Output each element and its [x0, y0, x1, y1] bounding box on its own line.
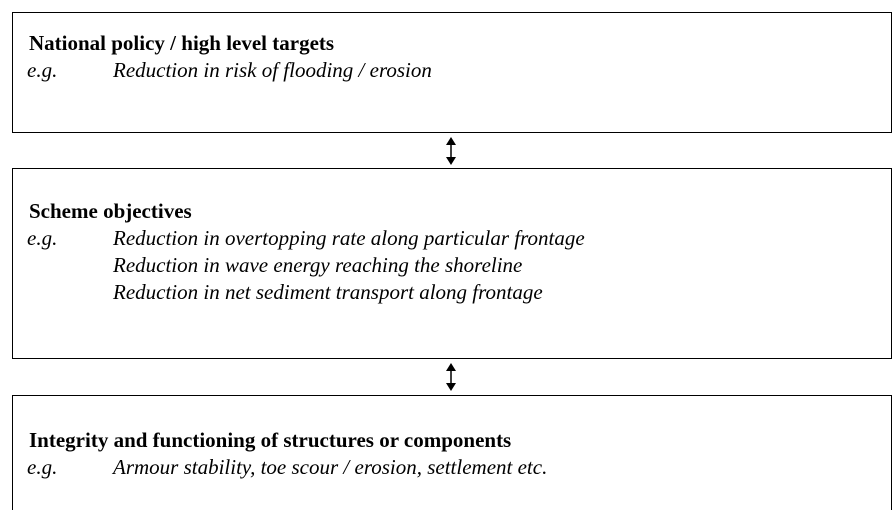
example-item: Armour stability, toe scour / erosion, s… — [113, 455, 548, 479]
box-title: Scheme objectives — [29, 199, 192, 223]
example-item: Reduction in risk of flooding / erosion — [113, 58, 432, 82]
example-prefix: e.g. — [27, 455, 58, 479]
example-prefix: e.g. — [27, 226, 58, 250]
double-arrow — [446, 363, 456, 391]
example-prefix: e.g. — [27, 58, 58, 82]
example-item: Reduction in overtopping rate along part… — [113, 226, 585, 250]
box-scheme: Scheme objectives e.g. Reduction in over… — [12, 168, 892, 359]
box-title: National policy / high level targets — [29, 31, 335, 55]
box-title: Integrity and functioning of structures … — [29, 428, 512, 452]
box-policy: National policy / high level targets e.g… — [12, 12, 892, 133]
example-item: Reduction in net sediment transport alon… — [113, 280, 543, 304]
box-integrity: Integrity and functioning of structures … — [12, 395, 892, 510]
example-item: Reduction in wave energy reaching the sh… — [113, 253, 523, 277]
double-arrow — [446, 137, 456, 165]
